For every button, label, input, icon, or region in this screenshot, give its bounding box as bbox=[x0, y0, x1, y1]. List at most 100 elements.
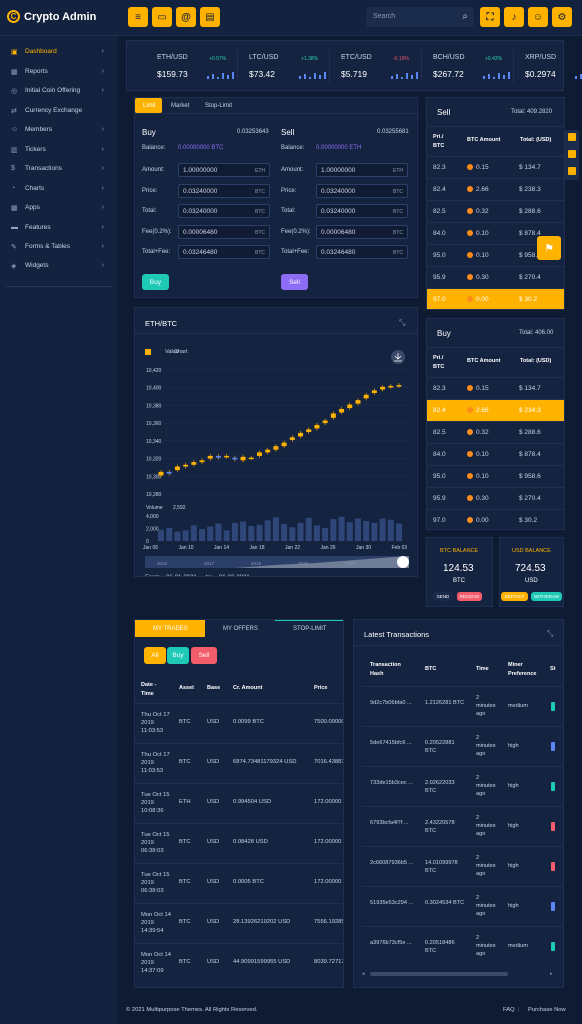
notification-bell-icon[interactable]: ♪ bbox=[504, 7, 524, 27]
floating-doc-icon[interactable] bbox=[568, 167, 576, 175]
reports-icon: ▦ bbox=[11, 68, 18, 76]
trade-row[interactable]: Thu Oct 17 2019 11:03:53 BTC USD 6874.73481… bbox=[135, 743, 343, 783]
trade-row[interactable]: Tue Oct 15 2019 06:38:03 BTC USD 0.0005 BTC… bbox=[135, 863, 343, 903]
transaction-row[interactable]: 6793bcfa4f7f ... 2.43220578 BTC 2 minutes … bbox=[362, 806, 563, 846]
sidebar-item-dashboard[interactable]: ▣ Dashboard › bbox=[11, 48, 104, 56]
send-button[interactable]: SEND bbox=[433, 592, 453, 601]
trade-row[interactable]: Tue Oct 15 2019 10:08:36 ETH USD 0.994504 U… bbox=[135, 783, 343, 823]
scroll-right-icon[interactable]: ▸ bbox=[550, 971, 553, 977]
clipboard-icon[interactable]: ▤ bbox=[200, 7, 220, 27]
order-field-label: Total: bbox=[281, 208, 296, 214]
sidebar-item-apps[interactable]: ▦ Apps › bbox=[11, 204, 104, 212]
buy-button[interactable]: Buy bbox=[142, 274, 169, 290]
trade-row[interactable]: Thu Oct 17 2019 11:03:53 BTC USD 0.0099 BTC… bbox=[135, 703, 343, 743]
search-icon[interactable]: ⌕ bbox=[462, 11, 468, 22]
sidebar-item-transactions[interactable]: $ Transactions › bbox=[11, 165, 104, 172]
order-book-row[interactable]: 95.9 0.30 $ 270.4 bbox=[427, 487, 564, 509]
ticker-item[interactable]: ETH/USD +0.57% $159.73 bbox=[157, 51, 241, 85]
sidebar-item-ico[interactable]: ◎ Initial Coin Offering › bbox=[11, 87, 104, 95]
sidebar-item-members[interactable]: ☺ Members › bbox=[11, 126, 104, 133]
floating-chat-button[interactable]: ⚑ bbox=[537, 236, 561, 260]
ticker-item[interactable]: ETC/USD -0.19% $5.719 bbox=[341, 51, 425, 85]
menu-toggle-icon[interactable]: ≡ bbox=[128, 7, 148, 27]
deposit-button[interactable]: DEPOSIT bbox=[501, 592, 528, 601]
sidebar-item-features[interactable]: ▬ Features › bbox=[11, 224, 104, 231]
order-book-row[interactable]: 82.4 2.66 $ 238.3 bbox=[427, 178, 564, 200]
order-book-row[interactable]: 82.5 0.32 $ 288.6 bbox=[427, 200, 564, 222]
order-book-row[interactable]: 95.9 0.30 $ 270.4 bbox=[427, 266, 564, 288]
order-book-row[interactable]: 84.0 0.10 $ 878.4 bbox=[427, 443, 564, 465]
chat-icon[interactable]: ▭ bbox=[152, 7, 172, 27]
order-field-input[interactable]: 1.00000000 ETH bbox=[316, 163, 408, 177]
mail-icon[interactable]: @ bbox=[176, 7, 196, 27]
order-field-input[interactable]: 0.03240000 BTC bbox=[178, 183, 270, 198]
order-book-row[interactable]: 95.0 0.10 $ 958.6 bbox=[427, 465, 564, 487]
filter-buy-button[interactable]: Buy bbox=[167, 647, 189, 664]
order-book-row[interactable]: 82.4 2.66 $ 234.3 bbox=[427, 399, 564, 421]
ticker-item[interactable]: XRP/USD $0.2974 bbox=[525, 51, 582, 85]
filter-sell-button[interactable]: Sell bbox=[191, 647, 217, 664]
withdraw-button[interactable]: WITHDRAW bbox=[531, 592, 562, 601]
sidebar-item-tickers[interactable]: ▥ Tickers › bbox=[11, 146, 104, 154]
sidebar-item-widgets[interactable]: ◈ Widgets › bbox=[11, 262, 104, 270]
sidebar-item-charts[interactable]: ◔ Charts › bbox=[11, 185, 104, 192]
footer-purchase-link[interactable]: Purchase Now bbox=[528, 1007, 566, 1013]
receive-button[interactable]: RECEIVE bbox=[457, 592, 482, 601]
volume-bar bbox=[305, 517, 312, 541]
footer-faq-link[interactable]: FAQ bbox=[503, 1007, 515, 1013]
order-book-row[interactable]: 82.3 0.15 $ 134.7 bbox=[427, 377, 564, 399]
fullscreen-icon[interactable]: ⛶ bbox=[480, 7, 500, 27]
expand-icon[interactable]: ⤡ bbox=[399, 318, 406, 327]
filter-all-button[interactable]: All bbox=[144, 647, 166, 664]
order-field-input[interactable]: 0.03246480 BTC bbox=[178, 245, 270, 259]
sell-button[interactable]: Sell bbox=[281, 274, 308, 290]
tab-stop-limit[interactable]: STOP-LIMIT bbox=[293, 626, 327, 632]
order-field-input[interactable]: 1.00000000 ETH bbox=[178, 163, 270, 177]
transaction-row[interactable]: 733de15b3cec ... 2.02622033 BTC 2 minutes … bbox=[362, 766, 563, 806]
app-logo[interactable]: C Crypto Admin bbox=[7, 10, 96, 23]
order-field-input[interactable]: 0.00006480 BTC bbox=[316, 224, 408, 239]
order-field-input[interactable]: 0.03246480 BTC bbox=[316, 245, 408, 259]
horizontal-scrollbar[interactable] bbox=[370, 972, 508, 976]
scroll-left-icon[interactable]: ◂ bbox=[362, 971, 365, 977]
trade-row[interactable]: Mon Oct 14 2019 14:39:54 BTC USD 28.1392621… bbox=[135, 903, 343, 943]
ticker-item[interactable]: BCH/USD +0.43% $267.72 bbox=[433, 51, 517, 85]
transaction-row[interactable]: a3976b73cf5e ... 0.20518486 BTC 2 minutes … bbox=[362, 926, 563, 966]
order-field-input[interactable]: 0.03240000 BTC bbox=[178, 204, 270, 218]
expand-icon[interactable]: ⤡ bbox=[547, 629, 554, 638]
search-input[interactable]: Search ⌕ bbox=[366, 7, 474, 27]
order-book-row[interactable]: 84.0 0.10 $ 878.4 bbox=[427, 222, 564, 244]
tab-stop-limit[interactable]: Stop-Limit bbox=[205, 103, 233, 109]
sidebar-item-forms-tables[interactable]: ✎ Forms & Tables › bbox=[11, 243, 104, 251]
order-book-row[interactable]: 82.3 0.15 $ 134.7 bbox=[427, 156, 564, 178]
settings-gear-icon[interactable]: ⚙ bbox=[552, 7, 572, 27]
sidebar-item-currency-exchange[interactable]: ⇄ Currency Exchange bbox=[11, 107, 83, 115]
order-field-label: Price: bbox=[281, 187, 297, 194]
trade-row[interactable]: Mon Oct 14 2019 14:37:09 BTC USD 44.9099159… bbox=[135, 943, 343, 983]
tab-my-trades[interactable] bbox=[135, 620, 205, 637]
transaction-row[interactable]: 2c66087936b5 ... 14.01099978 BTC 2 minutes… bbox=[362, 846, 563, 886]
ticker-symbol: ETC/USD bbox=[341, 54, 372, 61]
order-book-row[interactable]: 97.0 0.00 $ 30.2 bbox=[427, 288, 564, 309]
ticker-item[interactable]: LTC/USD +1.38% $73.42 bbox=[249, 51, 333, 85]
tab-limit[interactable] bbox=[135, 98, 162, 113]
order-field-input[interactable]: 0.00006480 BTC bbox=[178, 224, 270, 239]
tab-my-offers[interactable]: MY OFFERS bbox=[223, 626, 258, 632]
sidebar-item-reports[interactable]: ▦ Reports › bbox=[11, 68, 104, 76]
user-icon[interactable]: ☺ bbox=[528, 7, 548, 27]
floating-image-icon[interactable] bbox=[568, 150, 576, 158]
floating-cart-icon[interactable] bbox=[568, 133, 576, 141]
order-field-input[interactable]: 0.03240000 BTC bbox=[316, 204, 408, 218]
tab-market[interactable]: Market bbox=[171, 103, 190, 109]
transaction-row[interactable]: 9d2c7b06bfa0 ... 1.2126281 BTC 2 minutes a… bbox=[362, 686, 563, 726]
order-book-row[interactable]: 82.5 0.32 $ 288.6 bbox=[427, 421, 564, 443]
transaction-row[interactable]: 5de67415bfc6 ... 0.20522881 BTC 2 minutes … bbox=[362, 726, 563, 766]
order-field-unit: BTC bbox=[393, 250, 403, 256]
transaction-row[interactable]: 51935e53c294 ... 0.3024534 BTC 2 minutes a… bbox=[362, 886, 563, 926]
order-book-row[interactable]: 95.0 0.10 $ 958.6 bbox=[427, 244, 564, 266]
tx-btc: 0.20522881 BTC bbox=[425, 740, 455, 754]
order-book-row[interactable]: 97.0 0.00 $ 30.2 bbox=[427, 509, 564, 529]
order-field-input[interactable]: 0.03240000 BTC bbox=[316, 183, 408, 198]
trade-row[interactable]: Tue Oct 15 2019 06:38:03 BTC USD 0.08428 US… bbox=[135, 823, 343, 863]
